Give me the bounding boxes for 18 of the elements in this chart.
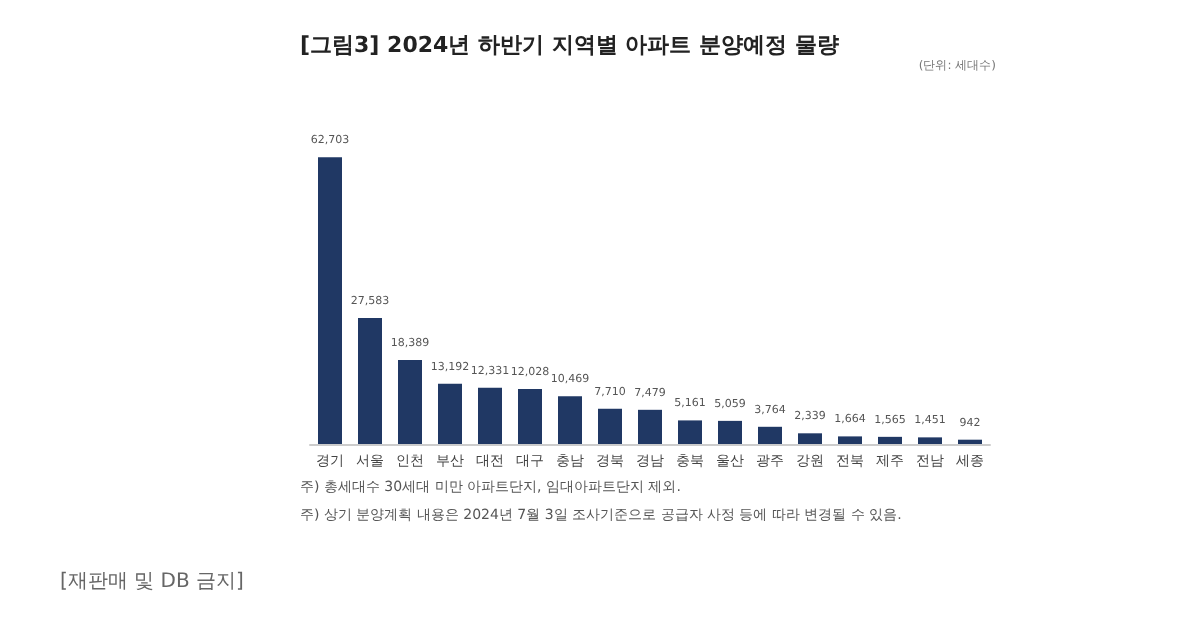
chart-title: [그림3] 2024년 하반기 지역별 아파트 분양예정 물량 bbox=[300, 32, 839, 58]
bar bbox=[638, 409, 662, 444]
bar bbox=[718, 420, 742, 444]
bar bbox=[518, 389, 542, 444]
bar bbox=[678, 420, 702, 444]
bar bbox=[838, 436, 862, 444]
text: [재판매 및 DB 금지] bbox=[60, 571, 244, 593]
bar bbox=[318, 157, 342, 444]
bar bbox=[878, 436, 902, 444]
bar bbox=[798, 433, 822, 444]
bar bbox=[398, 359, 422, 444]
bar bbox=[438, 383, 462, 444]
bar bbox=[358, 317, 382, 444]
bar bbox=[598, 408, 622, 444]
bar bbox=[918, 437, 942, 444]
bar bbox=[478, 387, 502, 444]
bar bbox=[558, 396, 582, 444]
bar bbox=[758, 426, 782, 444]
